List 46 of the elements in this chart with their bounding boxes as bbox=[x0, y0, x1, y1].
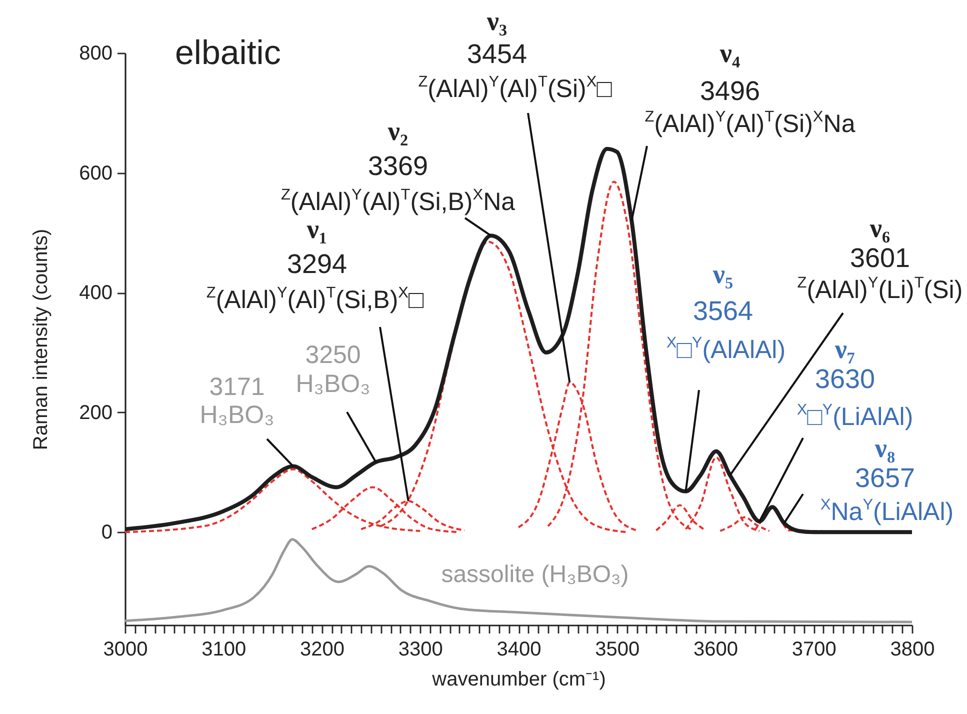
annotation: $^{Z}$(AlAl)$^{Y}$(Li)$^{T}$(Si) bbox=[797, 274, 963, 304]
x-axis-title: wavenumber (cm⁻¹) bbox=[431, 668, 606, 690]
annotation: 3171 bbox=[209, 373, 265, 401]
annotation: 3369 bbox=[368, 151, 428, 181]
annotation: $^{Z}$(AlAl)$^{Y}$(Al)$^{T}$(Si)$^{X}$□ bbox=[418, 74, 613, 103]
x-tick-label: 3200 bbox=[300, 638, 344, 660]
y-tick-label: 0 bbox=[101, 522, 112, 544]
annotation: 3657 bbox=[854, 463, 916, 493]
y-tick-label: 800 bbox=[79, 42, 112, 64]
series-label: sassolite (H₃BO₃) bbox=[441, 561, 629, 588]
y-tick-label: 600 bbox=[79, 162, 112, 184]
y-axis-title: Raman intensity (counts) bbox=[30, 228, 52, 450]
annotation: ν₇ bbox=[834, 334, 856, 364]
annotation: H₃BO₃ bbox=[200, 401, 274, 429]
annotation: ν₆ bbox=[868, 213, 890, 243]
text: ν₃ bbox=[486, 6, 508, 36]
annotation: ν₁ bbox=[306, 214, 328, 244]
annotation: $^{X}$Na$^{Y}$(LiAlAl) bbox=[820, 496, 954, 526]
annotation: 3601 bbox=[850, 243, 910, 273]
annotation: $^{X}$□$^{Y}$(LiAlAl) bbox=[796, 402, 914, 431]
annotation: $^{Z}$(AlAl)$^{Y}$(Al)$^{T}$(Si,B)$^{X}$□ bbox=[206, 284, 425, 314]
annotation: 3294 bbox=[286, 249, 348, 279]
annotation: H₃BO₃ bbox=[296, 370, 370, 398]
annotation: ν₂ bbox=[386, 116, 408, 146]
x-tick-label: 3600 bbox=[694, 638, 738, 660]
x-tick-label: 3300 bbox=[398, 638, 443, 660]
x-tick-label: 3700 bbox=[792, 638, 836, 660]
annotation: ν₅ bbox=[712, 259, 734, 289]
chart-title: elbaitic bbox=[175, 34, 281, 72]
x-tick-label: 3000 bbox=[103, 638, 148, 660]
x-tick-label: 3100 bbox=[202, 638, 246, 660]
x-tick-label: 3500 bbox=[595, 638, 640, 660]
annotation: $^{Z}$(AlAl)$^{Y}$(Al)$^{T}$(Si,B)$^{X}$Na bbox=[280, 186, 516, 216]
annotation: 3564 bbox=[692, 296, 754, 326]
x-tick-label: 3800 bbox=[890, 638, 935, 660]
x-tick-label: 3400 bbox=[496, 638, 542, 660]
annotation: 3496 bbox=[700, 76, 760, 106]
y-tick-label: 400 bbox=[79, 282, 112, 304]
annotation: $^{X}$□$^{Y}$(AlAlAl) bbox=[666, 334, 786, 364]
annotation: 3454 bbox=[466, 39, 528, 69]
annotation: $^{Z}$(AlAl)$^{Y}$(Al)$^{T}$(Si)$^{X}$Na bbox=[644, 108, 856, 138]
annotation: 3250 bbox=[305, 341, 361, 369]
annotation: ν₄ bbox=[718, 38, 740, 68]
annotation: ν₈ bbox=[874, 433, 896, 463]
y-tick-label: 200 bbox=[79, 402, 112, 424]
annotation: 3630 bbox=[814, 364, 876, 394]
